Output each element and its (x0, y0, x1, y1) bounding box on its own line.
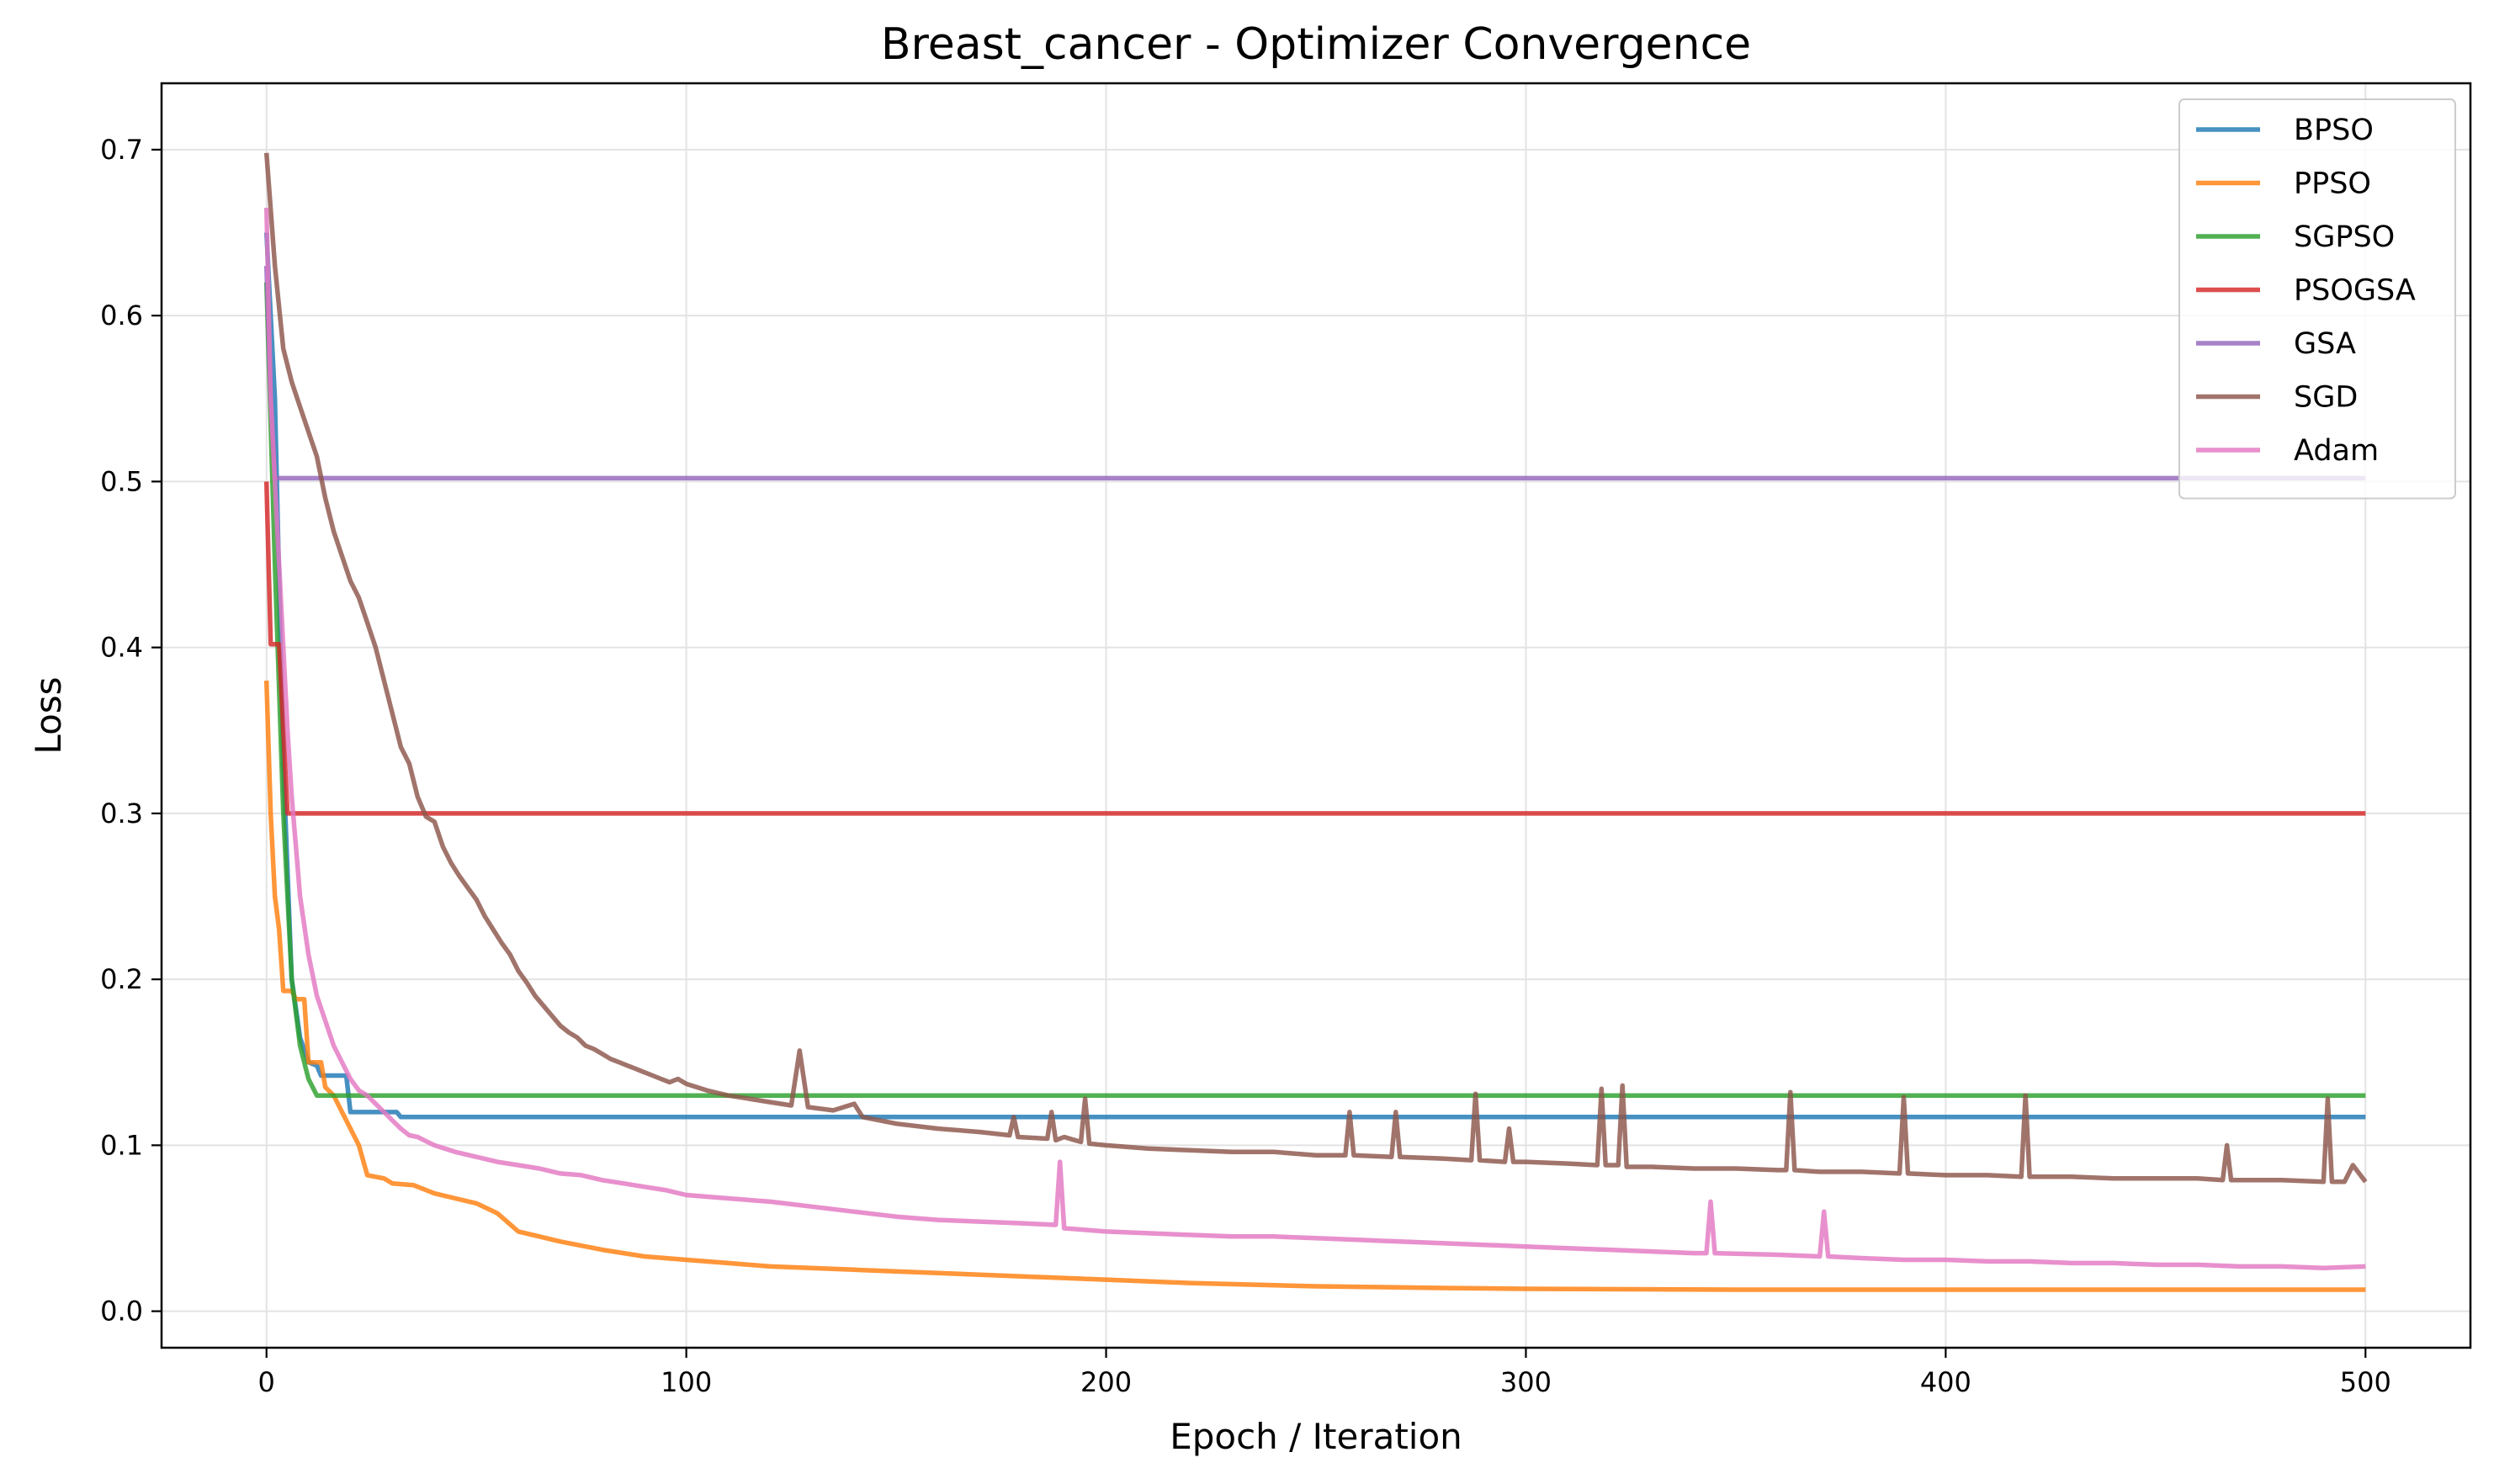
y-tick-label: 0.5 (100, 465, 143, 497)
legend-label: PSOGSA (2294, 274, 2416, 308)
chart-title: Breast_cancer - Optimizer Convergence (881, 19, 1751, 70)
y-axis-label: Loss (28, 676, 69, 754)
axes-frame (160, 82, 2472, 1349)
y-tick-label: 0.1 (100, 1129, 143, 1161)
y-tick-label: 0.0 (100, 1296, 143, 1328)
x-tick-label: 0 (258, 1366, 275, 1398)
y-tick-label: 0.7 (100, 134, 143, 166)
series-line-sgd (263, 152, 2368, 1185)
legend-label: PPSO (2294, 167, 2371, 201)
legend-label: BPSO (2294, 114, 2374, 147)
x-tick-label: 100 (661, 1366, 712, 1398)
y-tick-label: 0.3 (100, 798, 143, 829)
y-tick-label: 0.6 (100, 299, 143, 331)
series-line-adam (263, 207, 2366, 1271)
legend-label: SGPSO (2294, 220, 2395, 254)
x-tick-label: 500 (2340, 1366, 2391, 1398)
series-lines (263, 152, 2368, 1292)
y-tick-label: 0.4 (100, 632, 143, 664)
x-axis-label: Epoch / Iteration (1170, 1416, 1462, 1457)
series-line-sgpso (263, 282, 2366, 1098)
series-line-psogsa (263, 481, 2366, 816)
legend-label: GSA (2294, 327, 2356, 361)
legend-label: Adam (2294, 434, 2379, 468)
axis-ticks: 0 100 200 300 400 500 0.0 0.1 0.2 0.3 0.4 0.5 0.6 0.7 (100, 134, 2391, 1398)
x-tick-label: 300 (1500, 1366, 1552, 1398)
series-line-ppso (263, 681, 2366, 1292)
x-tick-label: 200 (1080, 1366, 1132, 1398)
x-tick-label: 400 (1920, 1366, 1971, 1398)
y-tick-label: 0.2 (100, 963, 143, 995)
legend: BPSO PPSO SGPSO PSOGSA GSA SGD Adam (2178, 98, 2456, 500)
legend-label: SGD (2294, 381, 2358, 415)
